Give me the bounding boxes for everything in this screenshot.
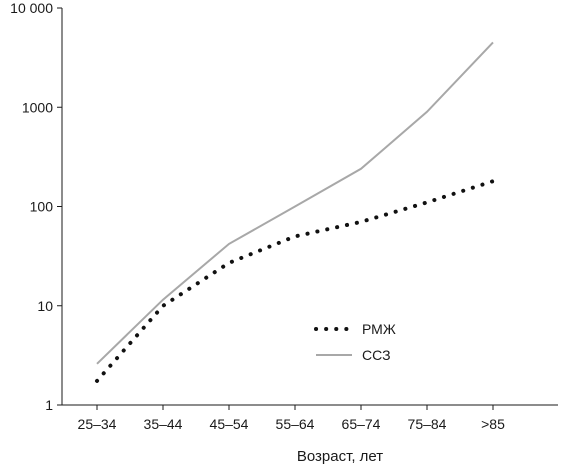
legend-label: ССЗ [362, 347, 391, 363]
x-tick-label: 35–44 [144, 416, 183, 432]
legend-item: РМЖ [314, 321, 396, 337]
x-tick-label: 75–84 [408, 416, 447, 432]
axes [61, 8, 558, 406]
x-axis-ticks: 25–34 35–44 45–54 55–64 65–74 75–84 >85 [78, 405, 505, 432]
y-tick-label: 10 [37, 298, 53, 314]
x-tick-label: 65–74 [342, 416, 381, 432]
series-layer [95, 41, 495, 383]
series-line [95, 179, 495, 383]
legend-item: ССЗ [316, 347, 391, 363]
x-tick-label: 55–64 [276, 416, 315, 432]
series-line [96, 41, 494, 365]
legend-label: РМЖ [362, 321, 396, 337]
y-tick-label: 10 000 [10, 0, 53, 16]
series-1 [95, 179, 495, 383]
y-tick-label: 100 [30, 199, 54, 215]
y-tick-label: 1 [45, 397, 53, 413]
x-tick-label: 45–54 [210, 416, 249, 432]
x-tick-label: 25–34 [78, 416, 117, 432]
y-tick-label: 1000 [22, 99, 53, 115]
x-tick-label: >85 [481, 416, 505, 432]
legend: РМЖ ССЗ [314, 321, 396, 363]
y-axis-ticks: 1 10 100 1000 10 000 [10, 0, 62, 413]
series-2 [96, 41, 494, 365]
x-axis-title: Возраст, лет [297, 448, 383, 465]
